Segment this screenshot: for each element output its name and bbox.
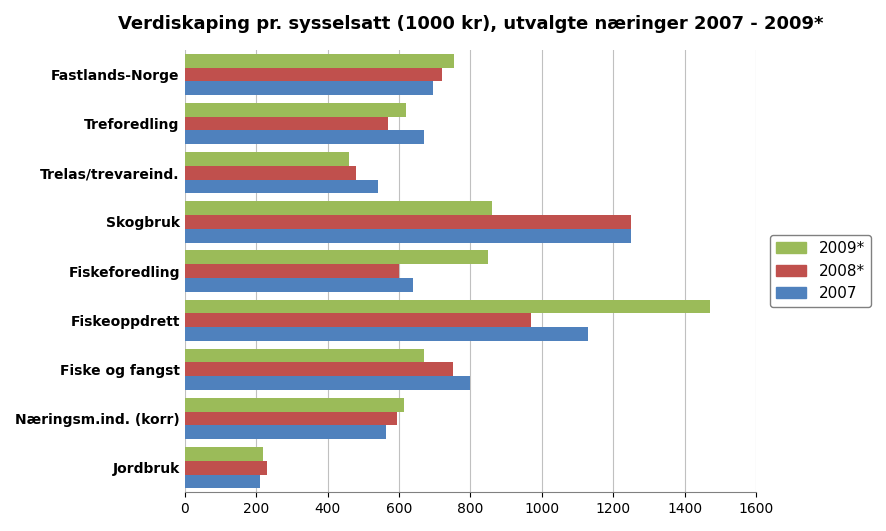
Bar — [184, 215, 631, 229]
Bar — [184, 475, 260, 489]
Bar — [184, 67, 441, 81]
Bar — [184, 131, 424, 144]
Bar — [184, 376, 470, 390]
Bar — [184, 461, 267, 475]
Bar — [184, 412, 397, 425]
Bar — [184, 299, 709, 313]
Bar — [184, 152, 348, 166]
Bar — [184, 81, 432, 95]
Bar — [184, 117, 388, 131]
Bar — [184, 251, 487, 264]
Bar — [184, 54, 454, 67]
Bar — [184, 447, 263, 461]
Bar — [184, 179, 377, 193]
Bar — [184, 264, 399, 278]
Bar — [184, 166, 355, 179]
Bar — [184, 349, 424, 363]
Bar — [184, 363, 452, 376]
Bar — [184, 313, 531, 327]
Bar — [184, 425, 386, 439]
Bar — [184, 327, 587, 341]
Legend: 2009*, 2008*, 2007: 2009*, 2008*, 2007 — [769, 235, 870, 307]
Bar — [184, 103, 406, 117]
Bar — [184, 398, 404, 412]
Bar — [184, 201, 492, 215]
Bar — [184, 229, 631, 243]
Bar — [184, 278, 413, 292]
Title: Verdiskaping pr. sysselsatt (1000 kr), utvalgte næringer 2007 - 2009*: Verdiskaping pr. sysselsatt (1000 kr), u… — [118, 15, 822, 33]
